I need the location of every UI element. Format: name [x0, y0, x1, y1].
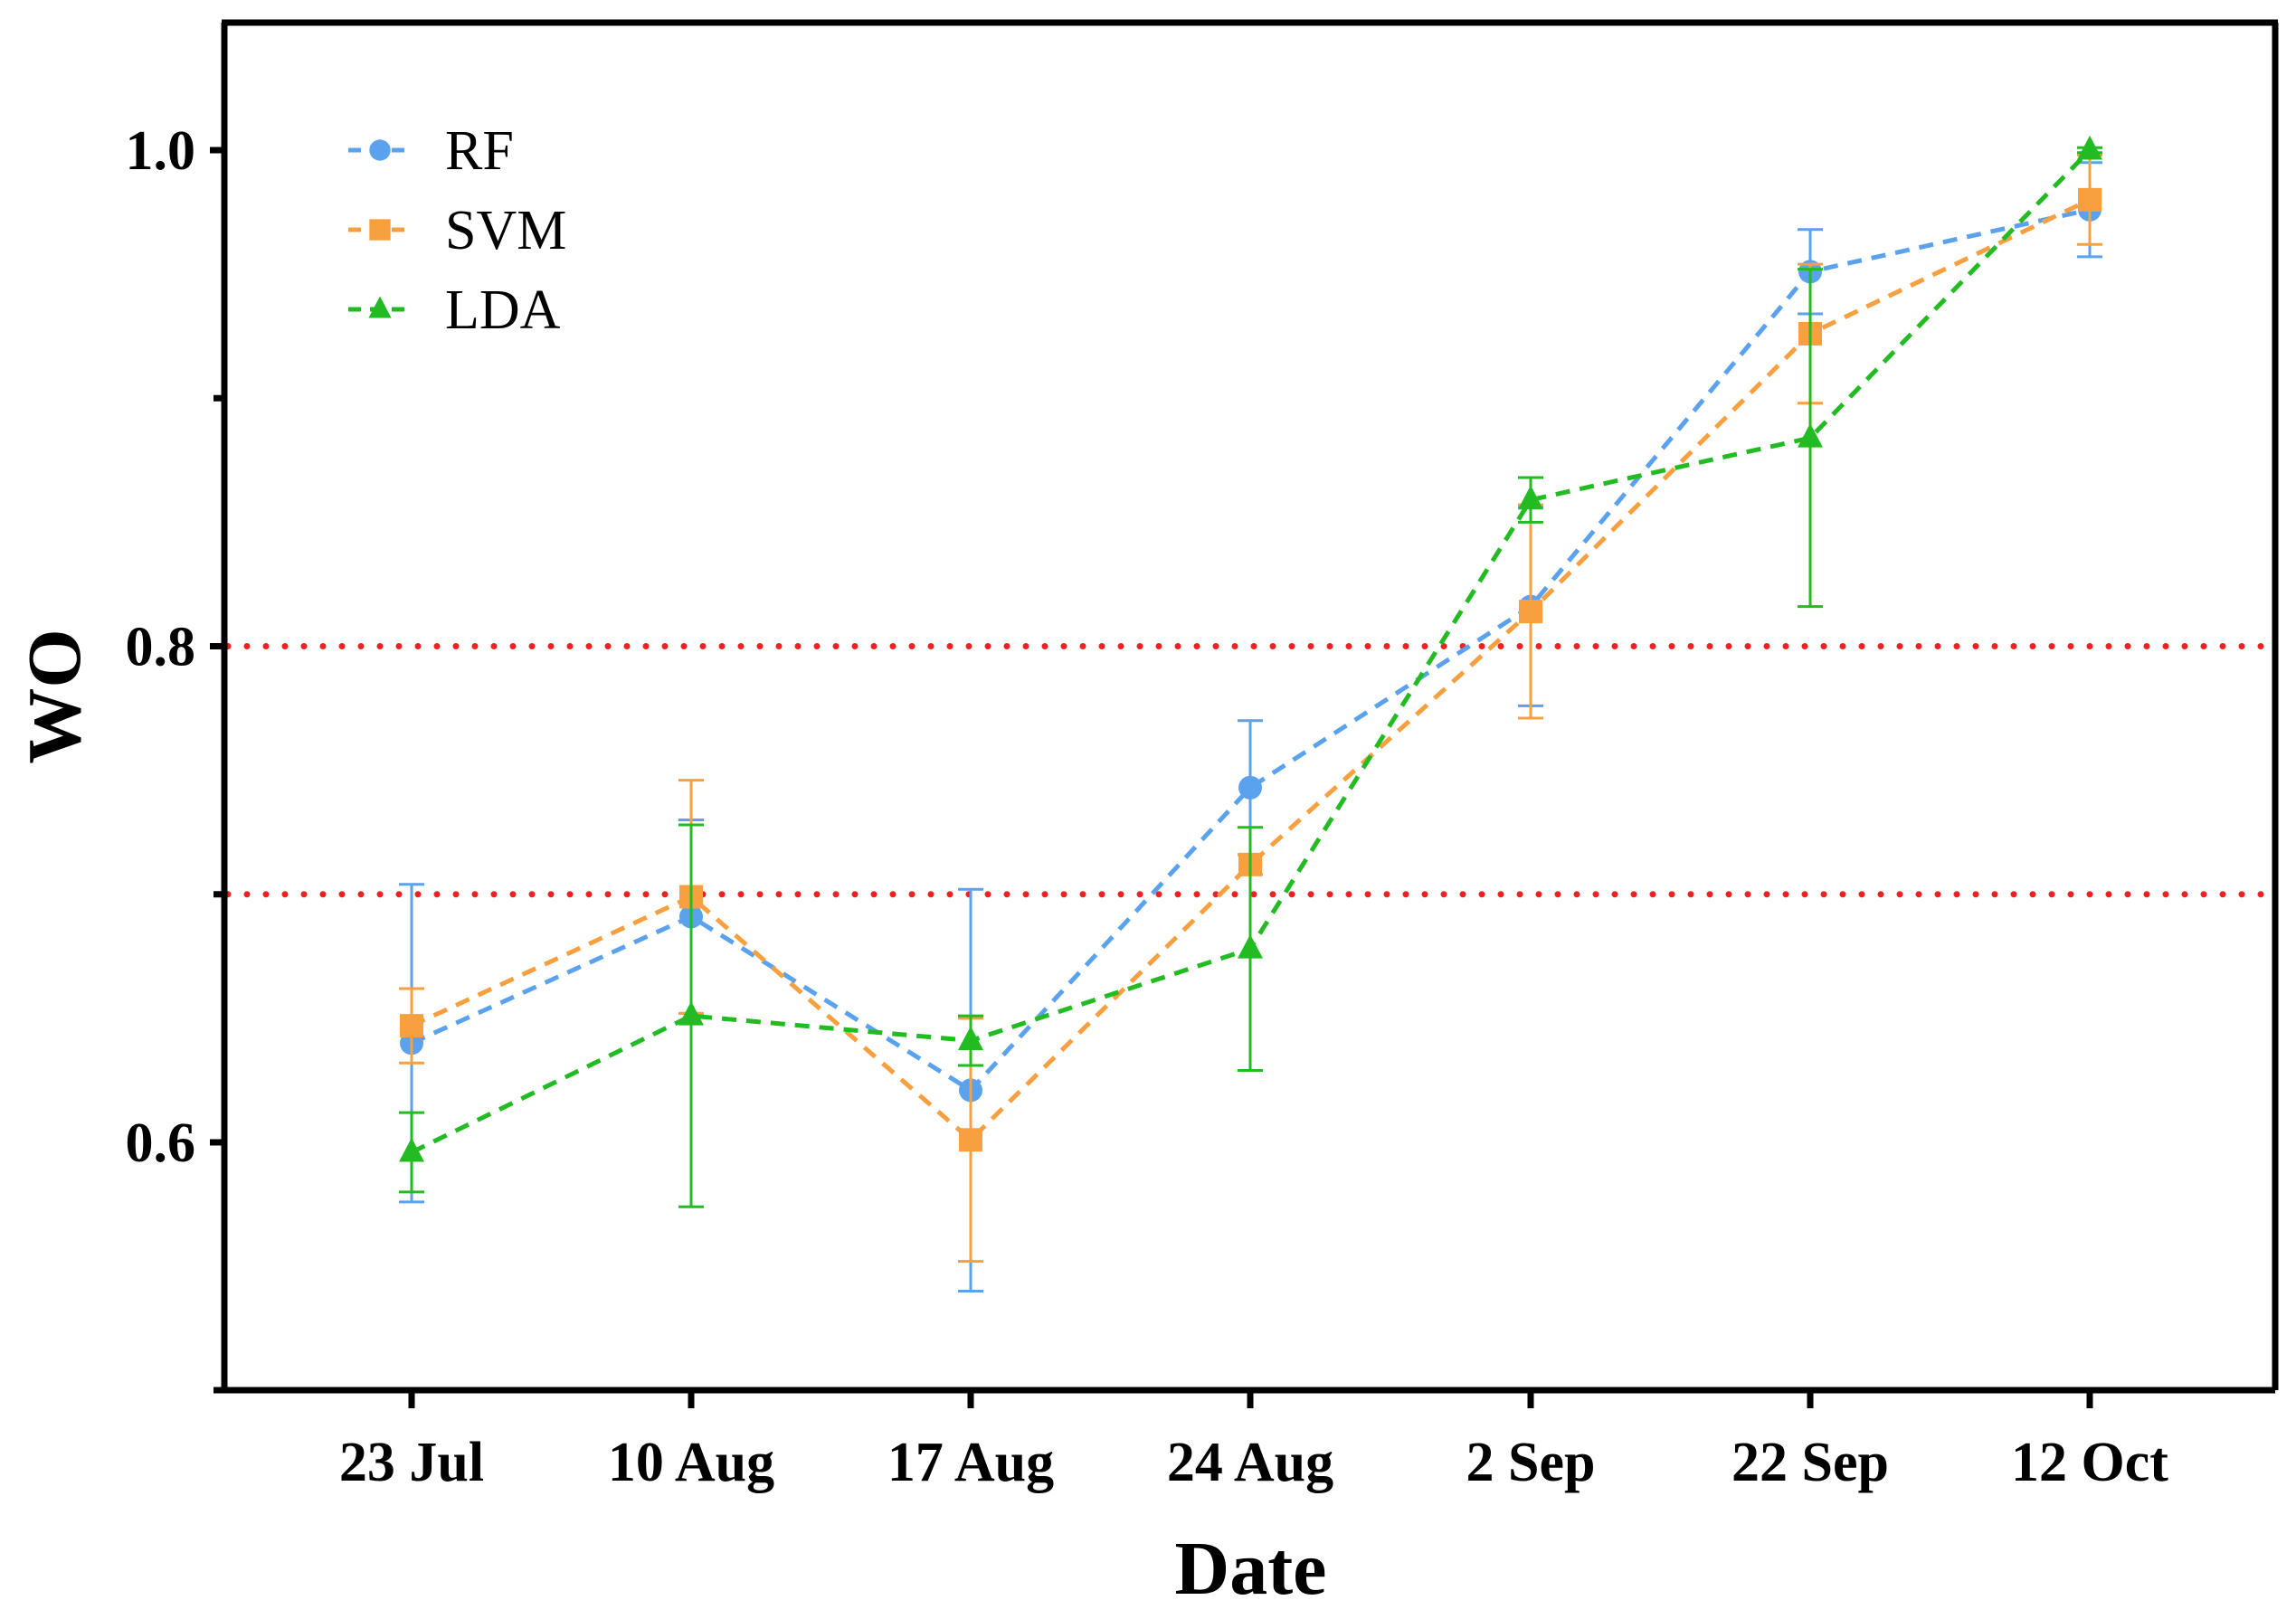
point-svm-6 — [2078, 187, 2102, 212]
x-tick-label: 17 Aug — [887, 1432, 1054, 1493]
legend-marker — [369, 219, 391, 241]
point-lda-0 — [399, 1137, 424, 1162]
legend-item-rf: RF — [348, 120, 514, 182]
series-rf — [399, 161, 2102, 1293]
point-svm-2 — [959, 1128, 982, 1152]
legend-marker — [369, 139, 391, 161]
x-tick-label: 24 Aug — [1167, 1432, 1333, 1493]
x-axis-title: Date — [1175, 1527, 1327, 1611]
point-svm-0 — [400, 1014, 423, 1038]
x-tick-label: 10 Aug — [608, 1432, 774, 1493]
x-tick-label: 22 Sep — [1731, 1432, 1889, 1493]
legend-item-svm: SVM — [348, 200, 566, 261]
legend-marker — [368, 296, 392, 318]
y-axis-title: WO — [13, 629, 97, 763]
point-svm-4 — [1519, 600, 1542, 624]
point-lda-3 — [1238, 933, 1263, 959]
y-tick-label: 1.0 — [126, 120, 196, 182]
series-lda — [399, 135, 2102, 1208]
point-lda-5 — [1798, 423, 1823, 448]
legend-label: SVM — [445, 200, 566, 261]
x-tick-label: 12 Oct — [2011, 1432, 2168, 1493]
legend-label: LDA — [445, 279, 561, 341]
x-tick-label: 2 Sep — [1466, 1432, 1596, 1493]
point-lda-6 — [2077, 135, 2102, 160]
point-lda-2 — [958, 1026, 983, 1051]
x-tick-label: 23 Jul — [339, 1432, 484, 1493]
y-tick-label: 0.8 — [126, 617, 196, 678]
point-lda-1 — [678, 1001, 704, 1026]
series-svm — [399, 153, 2102, 1264]
legend-label: RF — [445, 120, 514, 182]
point-rf-3 — [1238, 775, 1262, 800]
y-tick-label: 0.6 — [126, 1112, 196, 1174]
point-lda-4 — [1518, 485, 1543, 510]
legend-item-lda: LDA — [348, 279, 561, 341]
